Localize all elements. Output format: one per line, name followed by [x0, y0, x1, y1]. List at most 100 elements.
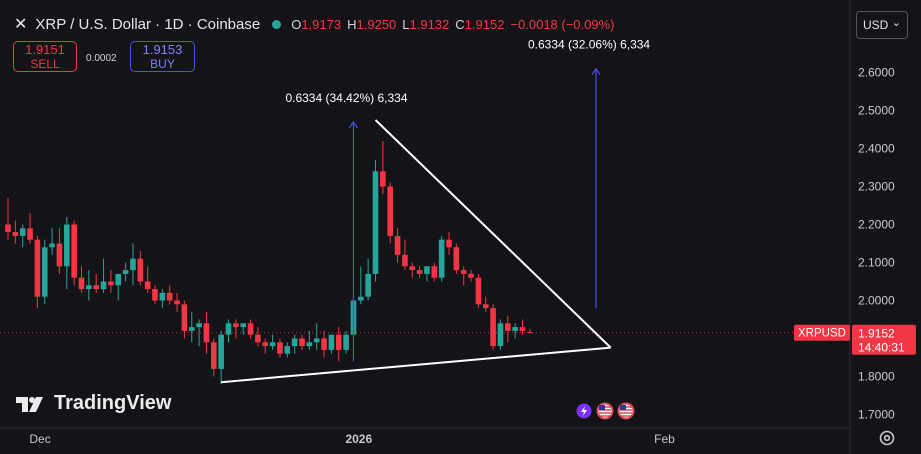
symbol-title[interactable]: XRP / U.S. Dollar · 1D · Coinbase: [35, 15, 261, 33]
candle: [497, 319, 504, 350]
y-tick-label: 2.6000: [858, 66, 895, 80]
x-tick-label: 2026: [345, 432, 372, 446]
y-tick-label: 2.0000: [858, 294, 895, 308]
candle: [56, 228, 63, 274]
candle-body: [328, 334, 335, 350]
chart-header: ✕ XRP / U.S. Dollar · 1D · Coinbase O1.9…: [14, 14, 615, 34]
candle: [277, 338, 283, 358]
candle-body: [225, 323, 232, 335]
candle: [5, 197, 11, 240]
candle-body: [203, 323, 210, 343]
candle-body: [19, 228, 26, 236]
candle-body: [365, 273, 371, 297]
settings-icon[interactable]: [878, 429, 896, 447]
candle: [159, 289, 166, 309]
candle: [460, 266, 467, 286]
candle-body: [86, 285, 92, 290]
candle: [505, 315, 511, 343]
candle: [144, 266, 151, 293]
buy-button[interactable]: 1.9153 BUY: [130, 41, 195, 72]
symbol-tag-bg: [794, 324, 850, 341]
candle: [380, 140, 386, 195]
candle: [108, 270, 114, 293]
candle-body: [100, 281, 107, 290]
candle: [387, 182, 393, 244]
candle: [358, 266, 364, 305]
market-status-icon: [272, 19, 282, 29]
candle: [512, 323, 518, 339]
candle: [262, 338, 269, 354]
candle-body: [174, 300, 180, 305]
close-icon[interactable]: ✕: [14, 16, 28, 33]
measure-annotation: 0.6334 (34.42%) 6,334: [285, 91, 408, 362]
candle-body: [181, 304, 188, 331]
candle-body: [335, 334, 342, 350]
candle-body: [64, 224, 70, 267]
candle-body: [196, 323, 202, 328]
candle-body: [93, 285, 99, 290]
candle-body: [475, 277, 482, 305]
candle: [527, 329, 533, 334]
buy-label: BUY: [150, 57, 175, 71]
sell-price: 1.9151: [25, 42, 65, 57]
y-tick-label: 2.1000: [858, 256, 895, 270]
candle-body: [409, 266, 416, 271]
candle-body: [262, 342, 269, 347]
candle: [328, 334, 335, 354]
candle-body: [424, 266, 430, 274]
brand-name: TradingView: [54, 392, 172, 414]
candle-body: [446, 239, 452, 248]
candle: [78, 266, 85, 293]
candle: [482, 296, 489, 312]
sell-button[interactable]: 1.9151 SELL: [13, 41, 77, 72]
candle: [343, 330, 349, 354]
candle-body: [277, 342, 283, 354]
symbol-tag-label: XRPUSD: [798, 328, 846, 340]
tradingview-mark-icon: [16, 396, 43, 412]
candle: [27, 213, 33, 244]
candle-body: [460, 270, 467, 274]
candle: [475, 273, 482, 309]
candle-body: [12, 232, 19, 236]
candle-body: [71, 224, 77, 278]
candle-body: [144, 281, 151, 290]
candle-body: [115, 273, 122, 286]
candle: [402, 239, 408, 271]
candle: [93, 273, 99, 293]
event-icons: [576, 402, 635, 420]
candle-body: [247, 323, 254, 335]
y-tick-label: 1.8000: [858, 370, 895, 384]
candle-body: [291, 338, 298, 347]
candle: [313, 323, 320, 350]
y-tick-label: 2.2000: [858, 218, 895, 232]
candle: [284, 342, 291, 358]
candle-body: [166, 292, 173, 301]
measure-label: 0.6334 (34.42%) 6,334: [285, 91, 407, 105]
candle-body: [306, 342, 313, 347]
candle-body: [372, 171, 379, 274]
measure-annotation: 0.6334 (32.06%) 6,334: [528, 38, 650, 309]
plot-background: [0, 0, 850, 454]
candle: [181, 300, 188, 339]
candle-body: [394, 235, 401, 255]
candle-body: [402, 254, 408, 267]
candle: [41, 239, 48, 305]
sell-label: SELL: [30, 57, 60, 71]
candle: [299, 334, 305, 350]
candle-body: [56, 243, 63, 267]
candle: [519, 319, 526, 335]
spread-value: 0.0002: [86, 53, 117, 64]
price-tag-value: 1.9152: [858, 327, 895, 341]
currency-select[interactable]: USD ⌄: [856, 11, 908, 39]
candle: [372, 159, 379, 282]
candle-body: [416, 270, 423, 274]
candle: [306, 330, 313, 350]
candle: [12, 220, 19, 244]
measure-arrowhead: [591, 67, 601, 76]
candle: [49, 228, 55, 255]
candle-body: [380, 171, 386, 187]
candle-body: [527, 331, 533, 333]
y-tick-label: 2.5000: [858, 104, 895, 118]
